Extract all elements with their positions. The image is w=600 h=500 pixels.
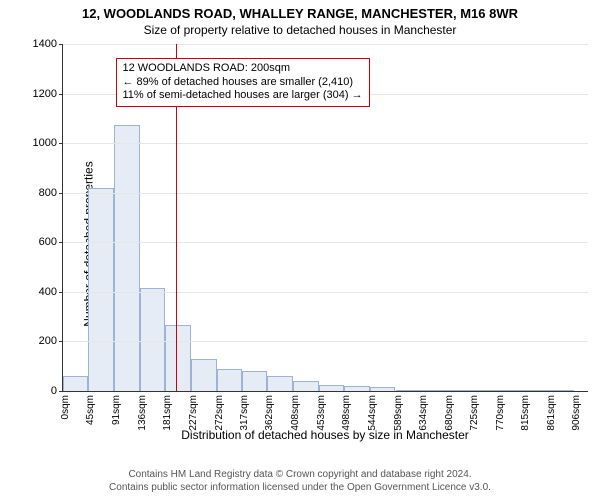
page-title: 12, WOODLANDS ROAD, WHALLEY RANGE, MANCH…: [0, 6, 600, 21]
histogram-bar: [498, 390, 523, 391]
histogram-bar: [267, 376, 293, 391]
histogram-bar: [319, 385, 344, 391]
x-tick: 634sqm: [418, 395, 429, 431]
x-tick: 498sqm: [341, 395, 352, 431]
x-tick: 227sqm: [188, 395, 199, 431]
x-tick: 589sqm: [393, 395, 404, 431]
x-tick: 362sqm: [264, 395, 275, 431]
x-tick: 906sqm: [571, 395, 582, 431]
gridline: [63, 242, 588, 243]
y-tick: 1200: [33, 88, 57, 100]
y-tick: 200: [39, 335, 57, 347]
x-tick: 0sqm: [60, 395, 71, 419]
gridline: [63, 193, 588, 194]
histogram-bar: [421, 390, 447, 391]
x-tick: 770sqm: [495, 395, 506, 431]
gridline: [63, 292, 588, 293]
x-axis-label: Distribution of detached houses by size …: [62, 428, 588, 442]
annotation-line: 12 WOODLANDS ROAD: 200sqm: [123, 62, 363, 76]
gridline: [63, 341, 588, 342]
histogram-bar: [165, 325, 191, 391]
histogram-bar: [140, 288, 165, 391]
gridline: [63, 44, 588, 45]
footer: Contains HM Land Registry data © Crown c…: [0, 468, 600, 494]
histogram-bar: [523, 390, 549, 391]
histogram-bar: [370, 387, 395, 391]
plot-area: 12 WOODLANDS ROAD: 200sqm ← 89% of detac…: [62, 44, 588, 392]
histogram-bar: [396, 390, 421, 391]
x-tick: 317sqm: [239, 395, 250, 431]
x-tick: 815sqm: [520, 395, 531, 431]
histogram-bar: [114, 125, 139, 391]
annotation-box: 12 WOODLANDS ROAD: 200sqm ← 89% of detac…: [116, 58, 370, 107]
annotation-line: 11% of semi-detached houses are larger (…: [123, 89, 363, 103]
gridline: [63, 143, 588, 144]
x-tick: 408sqm: [290, 395, 301, 431]
histogram-bar: [472, 390, 497, 391]
chart-container: Number of detached properties 12 WOODLAN…: [0, 44, 600, 444]
x-tick: 272sqm: [214, 395, 225, 431]
y-tick: 800: [39, 187, 57, 199]
histogram-bar: [293, 381, 318, 391]
histogram-bar: [217, 369, 242, 391]
page-subtitle: Size of property relative to detached ho…: [0, 23, 600, 37]
x-tick: 861sqm: [546, 395, 557, 431]
annotation-line: ← 89% of detached houses are smaller (2,…: [123, 76, 363, 90]
x-tick: 45sqm: [85, 395, 96, 425]
y-tick: 1000: [33, 137, 57, 149]
x-tick: 181sqm: [162, 395, 173, 431]
y-tick: 400: [39, 286, 57, 298]
x-tick: 680sqm: [444, 395, 455, 431]
histogram-bar: [88, 188, 114, 391]
y-tick: 1400: [33, 38, 57, 50]
x-tick: 725sqm: [469, 395, 480, 431]
y-tick: 0: [51, 385, 57, 397]
histogram-bar: [242, 371, 267, 391]
x-tick: 453sqm: [316, 395, 327, 431]
x-tick: 544sqm: [367, 395, 378, 431]
histogram-bar: [63, 376, 88, 391]
histogram-bar: [191, 359, 216, 391]
x-tick: 91sqm: [111, 395, 122, 425]
histogram-bar: [344, 386, 370, 391]
y-tick: 600: [39, 236, 57, 248]
footer-line: Contains HM Land Registry data © Crown c…: [0, 468, 600, 481]
histogram-bar: [549, 390, 574, 391]
footer-line: Contains public sector information licen…: [0, 481, 600, 494]
histogram-bar: [447, 390, 472, 391]
x-tick: 136sqm: [137, 395, 148, 431]
